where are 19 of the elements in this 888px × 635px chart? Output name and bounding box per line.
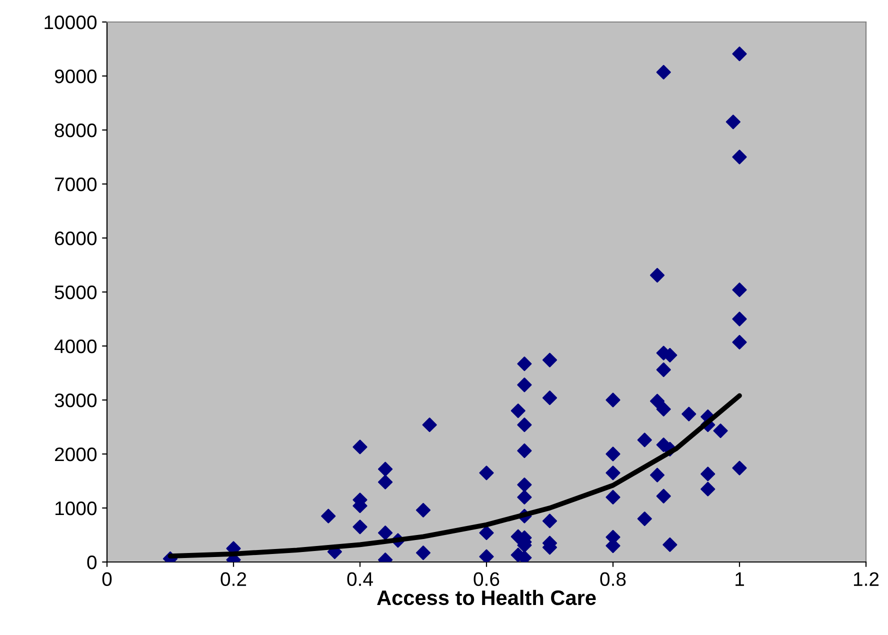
y-tick-label: 2000 bbox=[55, 447, 97, 462]
x-tick-label: 0.2 bbox=[220, 572, 246, 586]
x-tick-label: 0.6 bbox=[474, 572, 500, 586]
y-tick-label: 3000 bbox=[54, 393, 97, 408]
x-tick-label: 0.8 bbox=[600, 572, 626, 586]
x-tick-label: 1.2 bbox=[854, 572, 879, 586]
y-tick-label: 1000 bbox=[56, 501, 97, 516]
x-axis-title: Access to Health Care bbox=[377, 590, 596, 606]
y-tick-label: 4000 bbox=[54, 339, 97, 354]
x-tick-label: 0 bbox=[102, 572, 112, 586]
y-tick-label: 6000 bbox=[55, 231, 97, 246]
y-tick-label: 7000 bbox=[55, 177, 97, 192]
y-tick-label: 8000 bbox=[54, 123, 97, 138]
x-tick-label: 0.4 bbox=[347, 572, 373, 586]
y-tick-label: 0 bbox=[87, 555, 97, 570]
y-tick-label: 9000 bbox=[54, 69, 97, 84]
x-tick-label: 1 bbox=[736, 572, 744, 586]
y-tick-label: 5000 bbox=[54, 285, 97, 300]
y-tick-label: 10000 bbox=[44, 15, 97, 30]
